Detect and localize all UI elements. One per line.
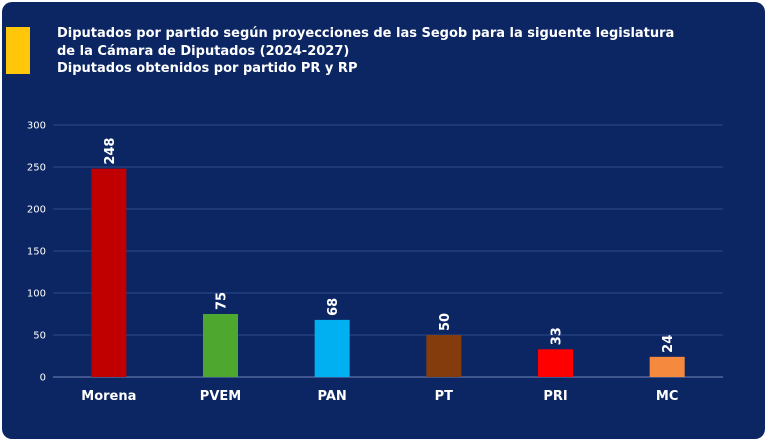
- y-tick-label: 300: [27, 121, 46, 132]
- x-category-label: Morena: [81, 389, 136, 404]
- accent-bar: [6, 27, 30, 74]
- data-label: 68: [326, 298, 341, 316]
- x-category-label: MC: [656, 389, 678, 404]
- data-label: 50: [438, 313, 453, 331]
- x-category-label: PT: [435, 389, 454, 404]
- data-label: 33: [550, 327, 565, 345]
- bar-pan: [314, 319, 350, 377]
- chart-title: Diputados por partido según proyecciones…: [57, 25, 674, 78]
- y-tick-label: 200: [27, 205, 46, 216]
- y-tick-label: 250: [27, 163, 46, 174]
- chart-title-line-3: Diputados obtenidos por partido PR y RP: [57, 61, 358, 76]
- chart-title-line-2: de la Cámara de Diputados (2024-2027): [57, 43, 350, 59]
- y-tick-label: 100: [27, 289, 46, 300]
- data-label: 248: [103, 138, 118, 165]
- x-category-label: PAN: [318, 389, 347, 404]
- bar-mc: [649, 356, 685, 377]
- bar-morena: [91, 168, 127, 377]
- bar-pvem: [203, 314, 238, 377]
- bar-pt: [426, 335, 462, 377]
- chart-title-line-1: Diputados por partido según proyecciones…: [57, 26, 675, 41]
- x-category-label: PVEM: [200, 389, 241, 404]
- x-category-label: PRI: [543, 389, 567, 404]
- y-tick-label: 150: [27, 247, 46, 258]
- y-tick-label: 0: [40, 373, 46, 384]
- data-label: 24: [661, 335, 676, 353]
- bar-pri: [538, 349, 573, 377]
- y-tick-label: 50: [33, 331, 46, 342]
- data-label: 75: [215, 292, 230, 310]
